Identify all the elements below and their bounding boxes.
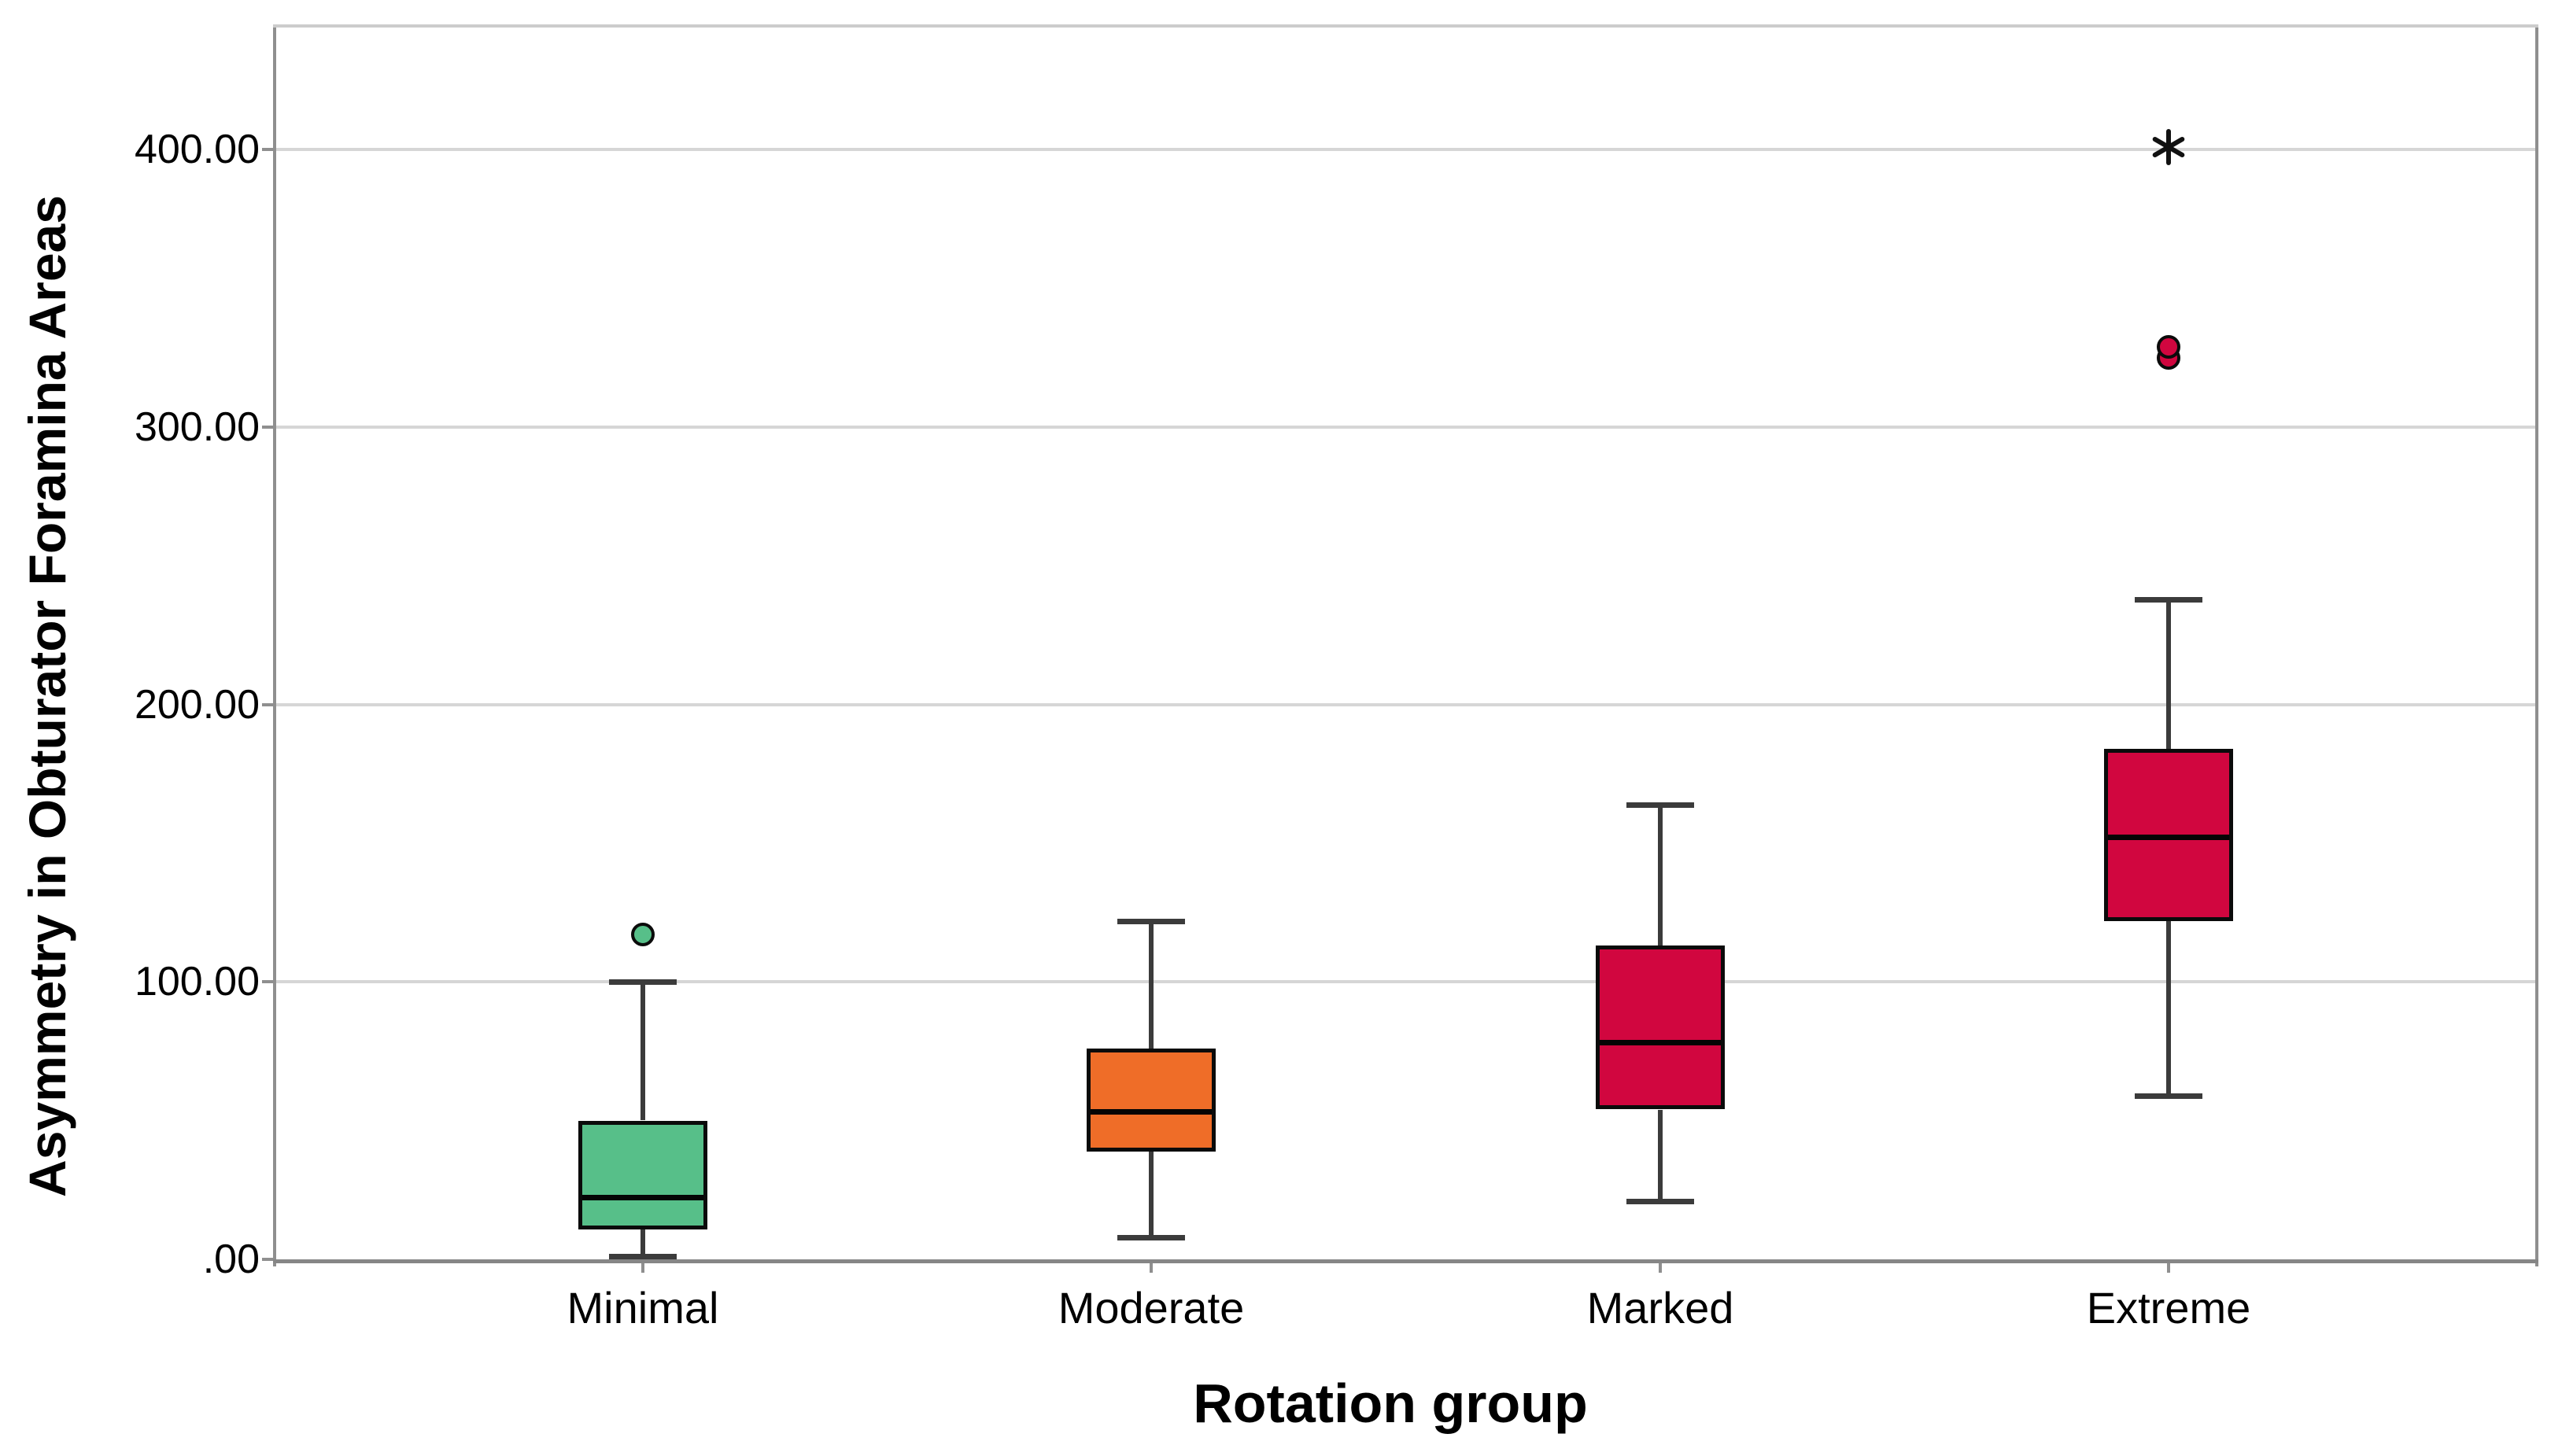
whisker-upper-cap-extreme: [2135, 597, 2202, 603]
box-minimal: [578, 1121, 707, 1229]
whisker-upper-cap-minimal: [609, 979, 677, 985]
whisker-lower-cap-marked: [1626, 1199, 1694, 1204]
ytick-mark-200: [262, 703, 273, 706]
whisker-upper-stem-marked: [1658, 805, 1663, 946]
ytick-label-100: 100.00: [134, 959, 260, 1004]
outlier-circle-minimal-1: [631, 923, 655, 946]
median-extreme: [2108, 835, 2229, 840]
median-minimal: [582, 1195, 703, 1200]
x-axis-title: Rotation group: [1193, 1373, 1588, 1434]
median-marked: [1600, 1040, 1721, 1045]
x-axis-line: [273, 1259, 2538, 1263]
xtick-label-extreme: Extreme: [2086, 1283, 2251, 1333]
xtick-mark-marked: [1659, 1263, 1662, 1273]
ytick-label-400: 400.00: [134, 127, 260, 172]
xtick-mark-extreme: [2167, 1263, 2170, 1273]
xtick-mark-moderate: [1150, 1263, 1153, 1273]
whisker-lower-cap-minimal: [609, 1254, 677, 1259]
gridline-300: [276, 426, 2535, 429]
ytick-label-200: 200.00: [134, 682, 260, 728]
xtick-mark-minimal: [641, 1263, 644, 1273]
ytick-mark-100: [262, 980, 273, 983]
whisker-lower-cap-moderate: [1117, 1235, 1185, 1240]
whisker-lower-cap-extreme: [2135, 1093, 2202, 1099]
ytick-mark-0: [262, 1258, 273, 1261]
ytick-mark-400: [262, 148, 273, 151]
box-moderate: [1087, 1049, 1216, 1152]
ytick-label-300: 300.00: [134, 404, 260, 450]
plot-frame-top: [273, 24, 2538, 28]
whisker-upper-cap-moderate: [1117, 919, 1185, 924]
y-axis-title: Asymmetry in Obturator Foramina Areas: [18, 195, 76, 1197]
whisker-upper-cap-marked: [1626, 802, 1694, 808]
plot-frame-right: [2535, 24, 2538, 1266]
whisker-lower-stem-minimal: [640, 1229, 645, 1256]
whisker-upper-stem-minimal: [640, 982, 645, 1120]
box-marked: [1596, 945, 1725, 1109]
whisker-upper-stem-moderate: [1149, 921, 1154, 1049]
whisker-lower-stem-marked: [1658, 1110, 1663, 1201]
xtick-label-minimal: Minimal: [567, 1283, 719, 1333]
whisker-lower-stem-moderate: [1149, 1151, 1154, 1237]
ytick-label-0: .00: [202, 1237, 260, 1282]
outlier-circle-extreme-2: [2157, 335, 2180, 359]
xtick-label-moderate: Moderate: [1058, 1283, 1245, 1333]
gridline-400: [276, 148, 2535, 151]
whisker-lower-stem-extreme: [2166, 921, 2171, 1096]
plot-frame-left: [273, 24, 276, 1266]
median-moderate: [1091, 1109, 1212, 1115]
xtick-label-marked: Marked: [1586, 1283, 1734, 1333]
gridline-200: [276, 703, 2535, 706]
whisker-upper-stem-extreme: [2166, 599, 2171, 749]
gridline-100: [276, 980, 2535, 983]
outlier-asterisk-extreme: [2150, 129, 2187, 165]
ytick-mark-300: [262, 426, 273, 429]
